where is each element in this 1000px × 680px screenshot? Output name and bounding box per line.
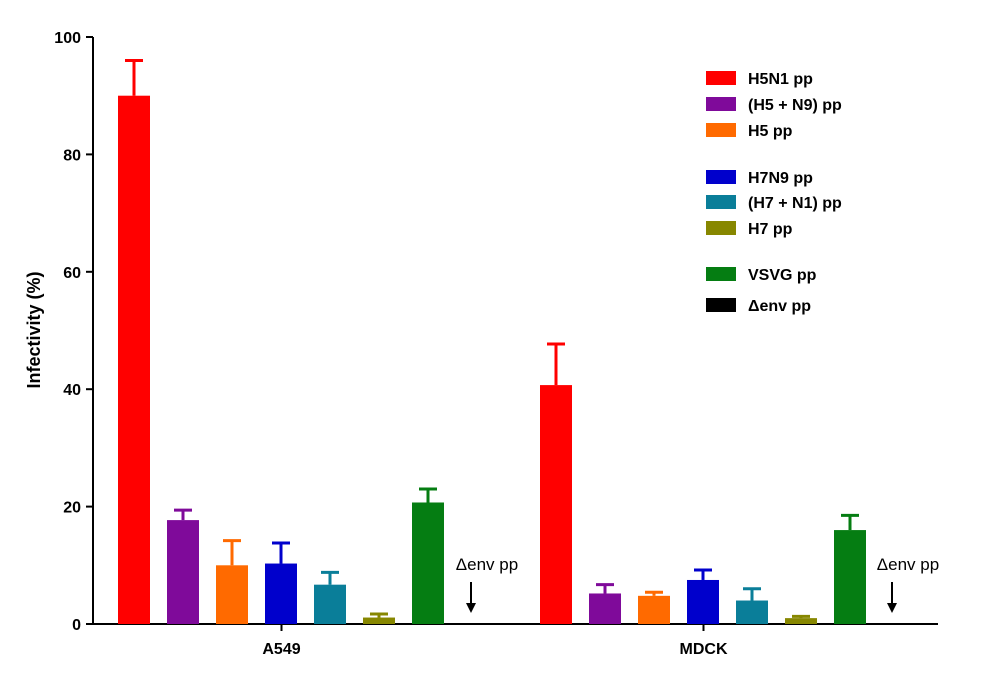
y-tick-label: 80: [63, 147, 81, 164]
legend-swatch: [706, 170, 736, 184]
arrow-head: [466, 603, 476, 613]
legend-swatch: [706, 123, 736, 137]
bars: [118, 58, 866, 624]
y-tick-label: 20: [63, 500, 81, 517]
bar: [638, 595, 670, 624]
bar: [687, 579, 719, 624]
legend-swatch: [706, 298, 736, 312]
arrow-head: [887, 603, 897, 613]
annotations: Δenv pp Δenv pp: [456, 555, 939, 613]
bar: [363, 617, 395, 624]
legend-swatch: [706, 71, 736, 85]
y-tick-label: 60: [63, 265, 81, 282]
legend-label: H5 pp: [748, 123, 793, 140]
legend-label: H7N9 pp: [748, 170, 813, 187]
annotation-label: Δenv pp: [877, 555, 939, 574]
legend-label: (H7 + N1) pp: [748, 195, 842, 212]
x-tick-label: MDCK: [680, 641, 728, 658]
legend-label: VSVG pp: [748, 267, 817, 284]
bar: [785, 618, 817, 624]
legend-swatch: [706, 267, 736, 281]
y-tick-label: 100: [54, 30, 81, 47]
annotation-label: Δenv pp: [456, 555, 518, 574]
bar: [118, 95, 150, 624]
bar: [216, 565, 248, 624]
bar: [834, 530, 866, 624]
legend-label: Δenv pp: [748, 298, 811, 315]
bar: [167, 520, 199, 624]
legend-label: H7 pp: [748, 221, 793, 238]
bar: [265, 563, 297, 624]
legend-label: H5N1 pp: [748, 71, 813, 88]
bar: [412, 502, 444, 624]
legend-swatch: [706, 221, 736, 235]
bar: [589, 593, 621, 624]
x-tick-label: A549: [262, 641, 300, 658]
bar: [736, 600, 768, 624]
y-tick-label: 0: [72, 617, 81, 634]
legend-swatch: [706, 97, 736, 111]
bar: [314, 584, 346, 624]
bar: [540, 385, 572, 624]
y-axis-title: Infectivity (%): [24, 271, 44, 388]
y-tick-label: 40: [63, 382, 81, 399]
legend-swatch: [706, 195, 736, 209]
legend-label: (H5 + N9) pp: [748, 97, 842, 114]
legend: H5N1 pp (H5 + N9) pp H5 pp H7N9 pp (H7 + N1)…: [706, 71, 842, 315]
